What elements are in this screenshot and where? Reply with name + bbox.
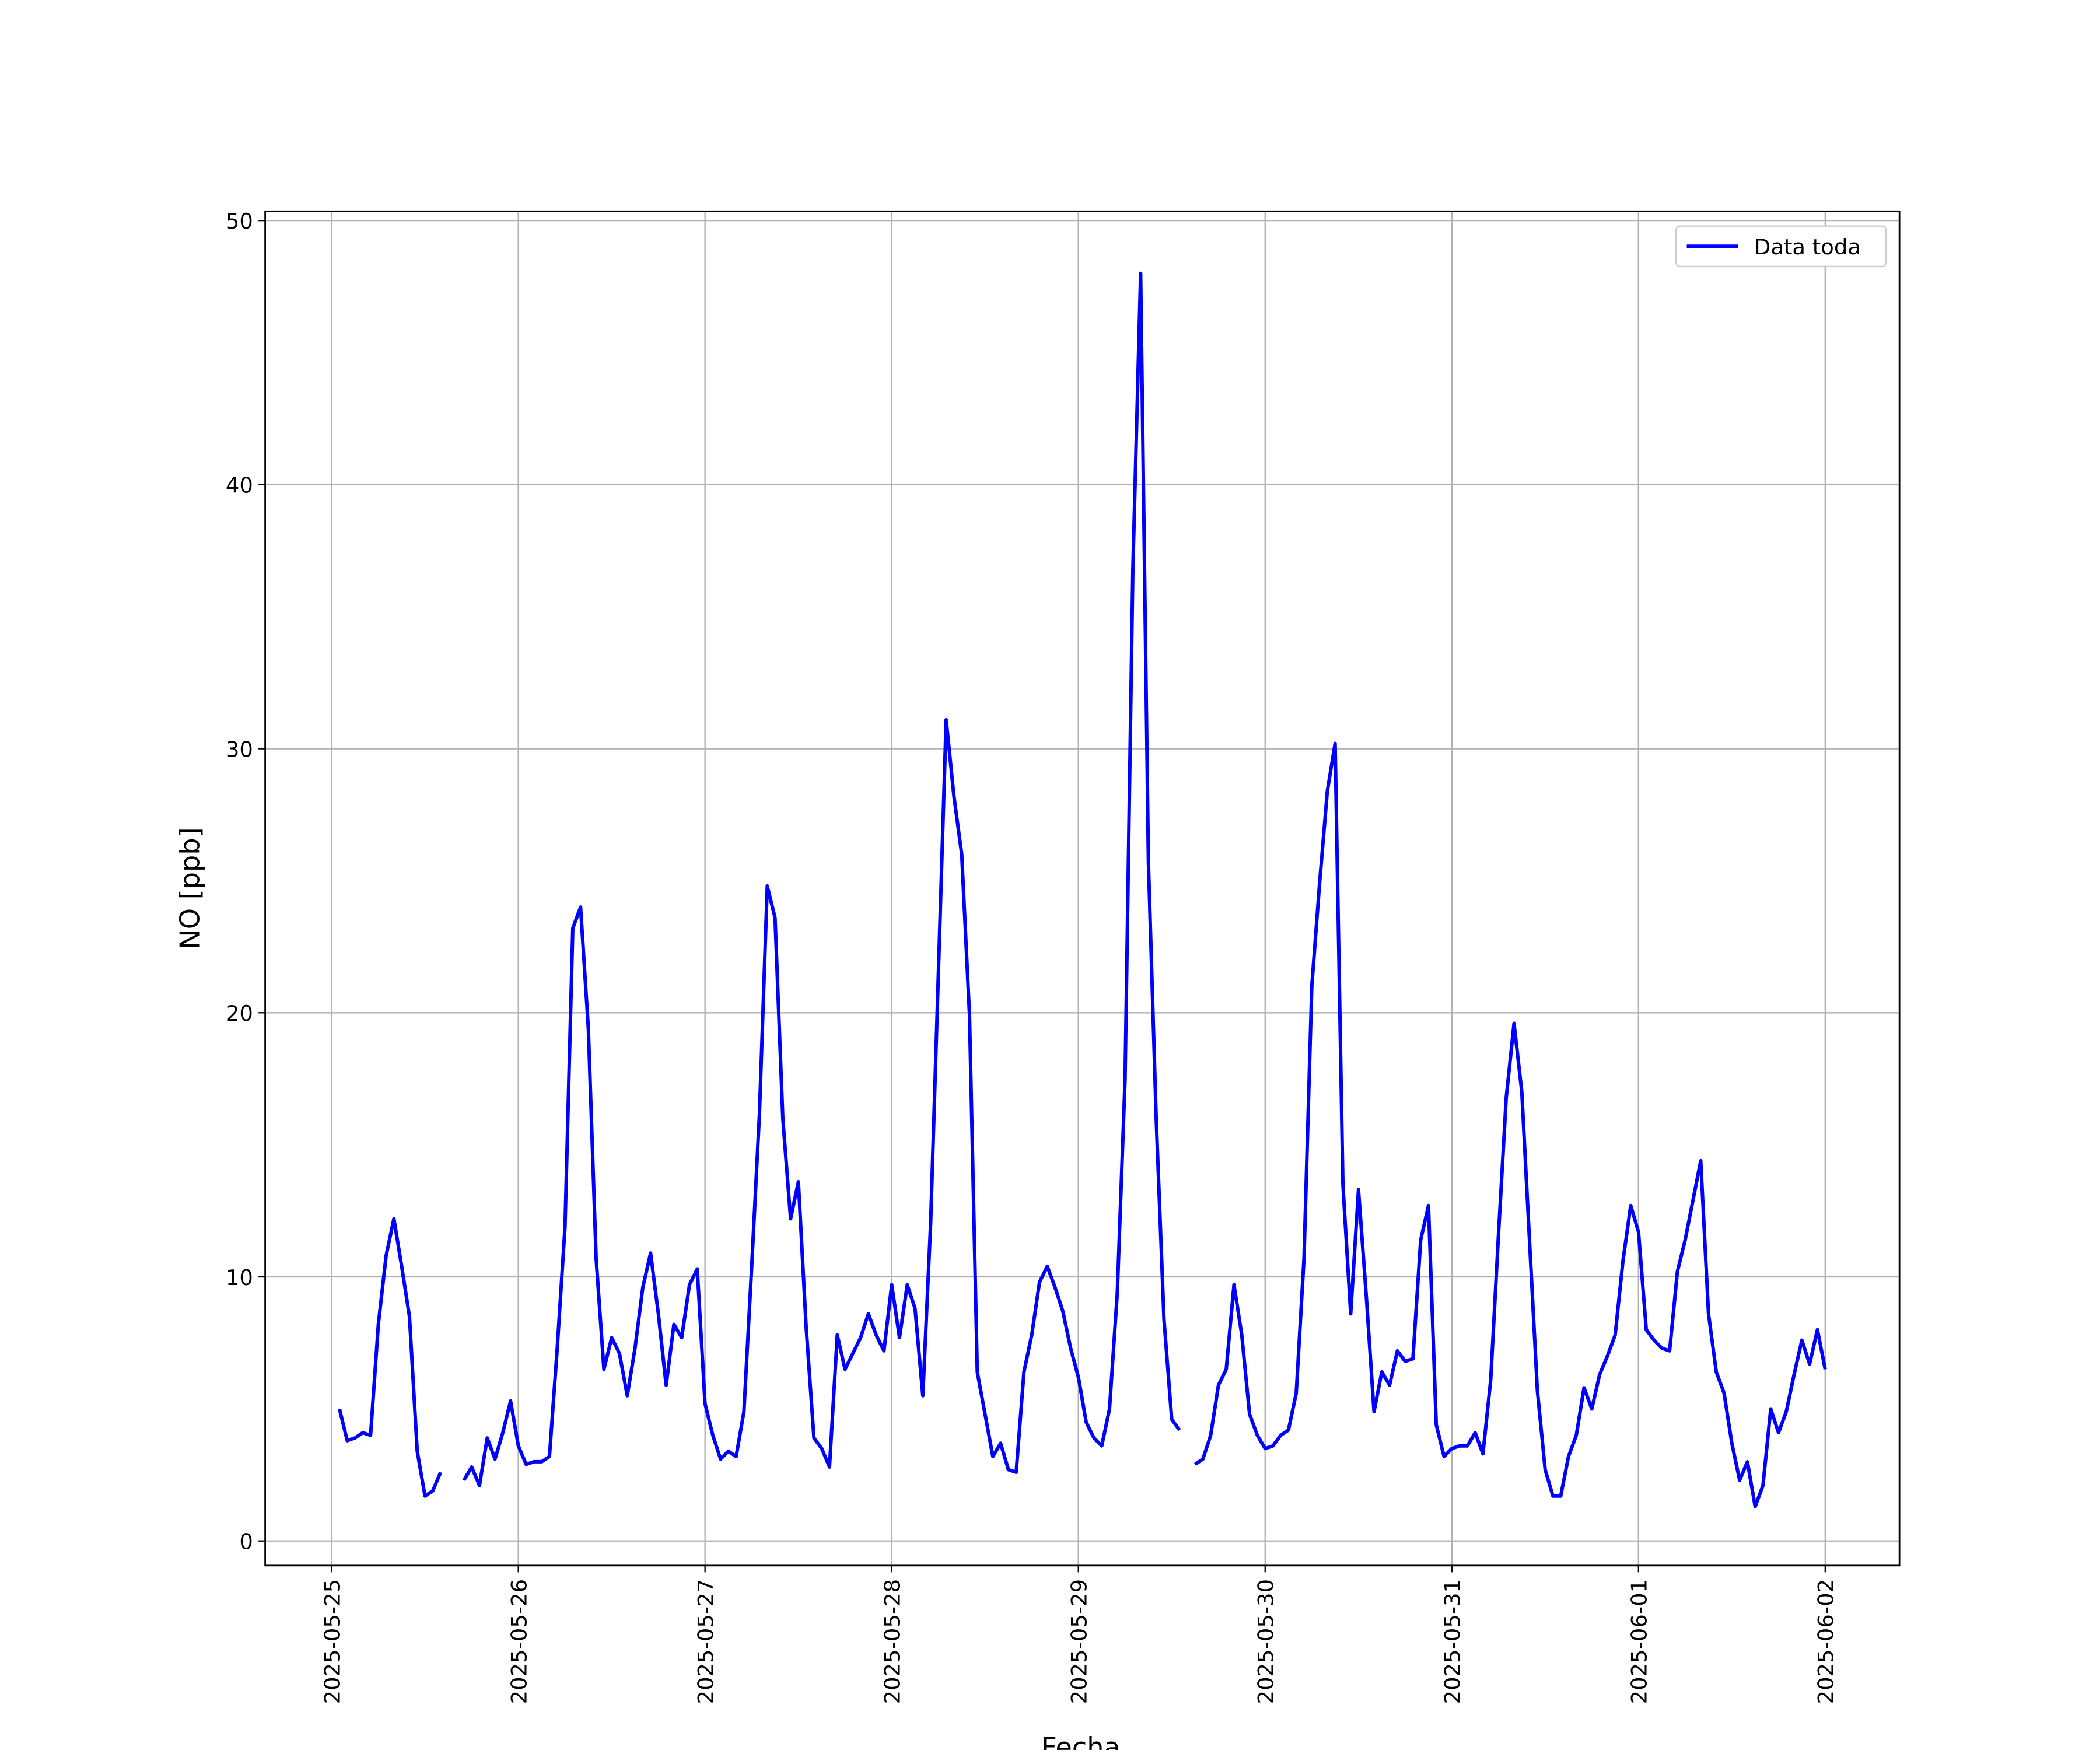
y-tick-label: 40 <box>226 473 253 498</box>
x-tick-label: 2025-06-02 <box>1814 1579 1839 1704</box>
data-line <box>338 271 1827 1508</box>
legend-box <box>1675 225 1887 268</box>
y-tick-label: 50 <box>226 209 253 234</box>
x-tick-label: 2025-05-31 <box>1440 1579 1465 1704</box>
x-tick-label: 2025-05-29 <box>1067 1579 1092 1704</box>
y-tick-label: 10 <box>226 1265 253 1290</box>
x-tick-label: 2025-05-28 <box>880 1579 905 1704</box>
legend-label: Data toda <box>1754 235 1861 260</box>
x-tick-label: 2025-05-25 <box>320 1579 345 1704</box>
x-tick-label: 2025-06-01 <box>1627 1579 1652 1704</box>
x-tick-label: 2025-05-30 <box>1254 1579 1279 1704</box>
x-axis-label: Fecha <box>1041 1732 1120 1750</box>
x-tick-label: 2025-05-27 <box>694 1579 719 1704</box>
y-tick-label: 30 <box>226 737 253 762</box>
y-axis-label: NO [ppb] <box>174 827 206 949</box>
y-tick-label: 0 <box>239 1530 253 1555</box>
y-tick-label: 20 <box>226 1001 253 1026</box>
plot-frame <box>264 210 1901 1567</box>
x-tick-label: 2025-05-26 <box>506 1579 531 1704</box>
